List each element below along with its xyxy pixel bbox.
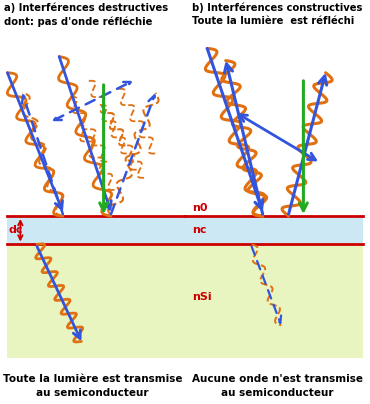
Text: n0: n0 bbox=[192, 203, 208, 213]
Text: Toute la lumière est transmise: Toute la lumière est transmise bbox=[3, 374, 182, 384]
Text: Aucune onde n'est transmise: Aucune onde n'est transmise bbox=[192, 374, 363, 384]
Text: dont: pas d'onde réfléchie: dont: pas d'onde réfléchie bbox=[4, 16, 152, 27]
Bar bbox=[7, 216, 363, 244]
Text: dc: dc bbox=[8, 225, 23, 235]
Text: nSi: nSi bbox=[192, 292, 212, 302]
Text: Toute la lumière  est réfléchi: Toute la lumière est réfléchi bbox=[192, 16, 355, 26]
Bar bbox=[7, 244, 363, 358]
Text: au semiconducteur: au semiconducteur bbox=[221, 388, 334, 398]
Text: nc: nc bbox=[192, 225, 207, 235]
Text: au semiconducteur: au semiconducteur bbox=[36, 388, 149, 398]
Text: a) Interférences destructives: a) Interférences destructives bbox=[4, 2, 168, 13]
Text: b) Interférences constructives: b) Interférences constructives bbox=[192, 2, 363, 13]
